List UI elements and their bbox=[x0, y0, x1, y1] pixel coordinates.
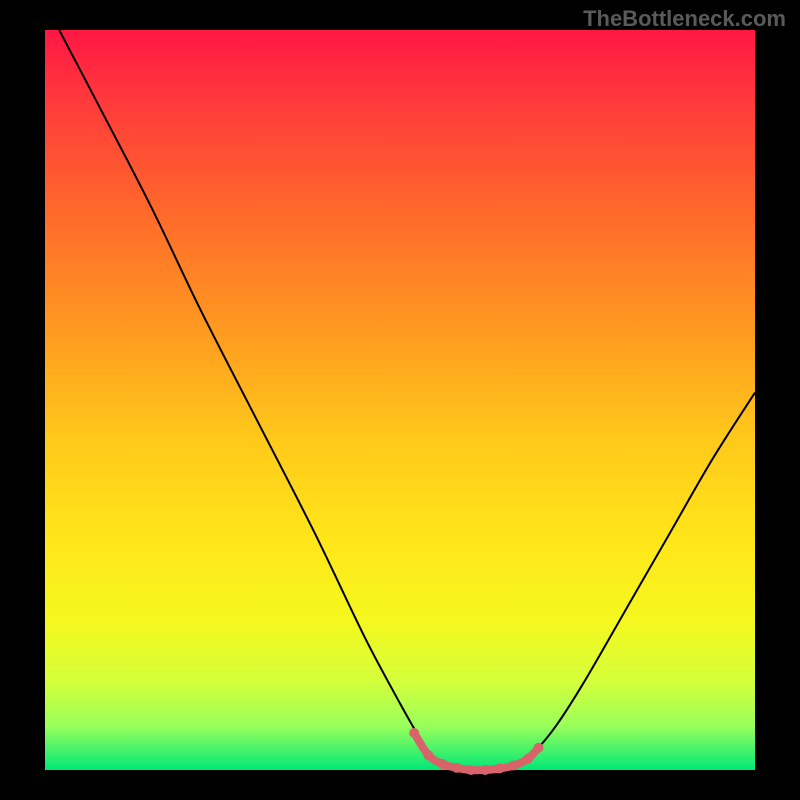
highlight-marker bbox=[438, 759, 448, 769]
highlight-marker bbox=[423, 750, 433, 760]
highlight-marker bbox=[480, 765, 490, 775]
highlight-marker bbox=[466, 765, 476, 775]
highlight-marker bbox=[494, 764, 504, 774]
highlight-marker bbox=[533, 743, 543, 753]
highlight-marker bbox=[523, 754, 533, 764]
highlight-marker bbox=[452, 763, 462, 773]
highlight-marker bbox=[509, 761, 519, 771]
watermark-text: TheBottleneck.com bbox=[583, 6, 786, 32]
chart-svg bbox=[0, 0, 800, 800]
highlight-marker bbox=[409, 728, 419, 738]
bottleneck-chart bbox=[0, 0, 800, 800]
